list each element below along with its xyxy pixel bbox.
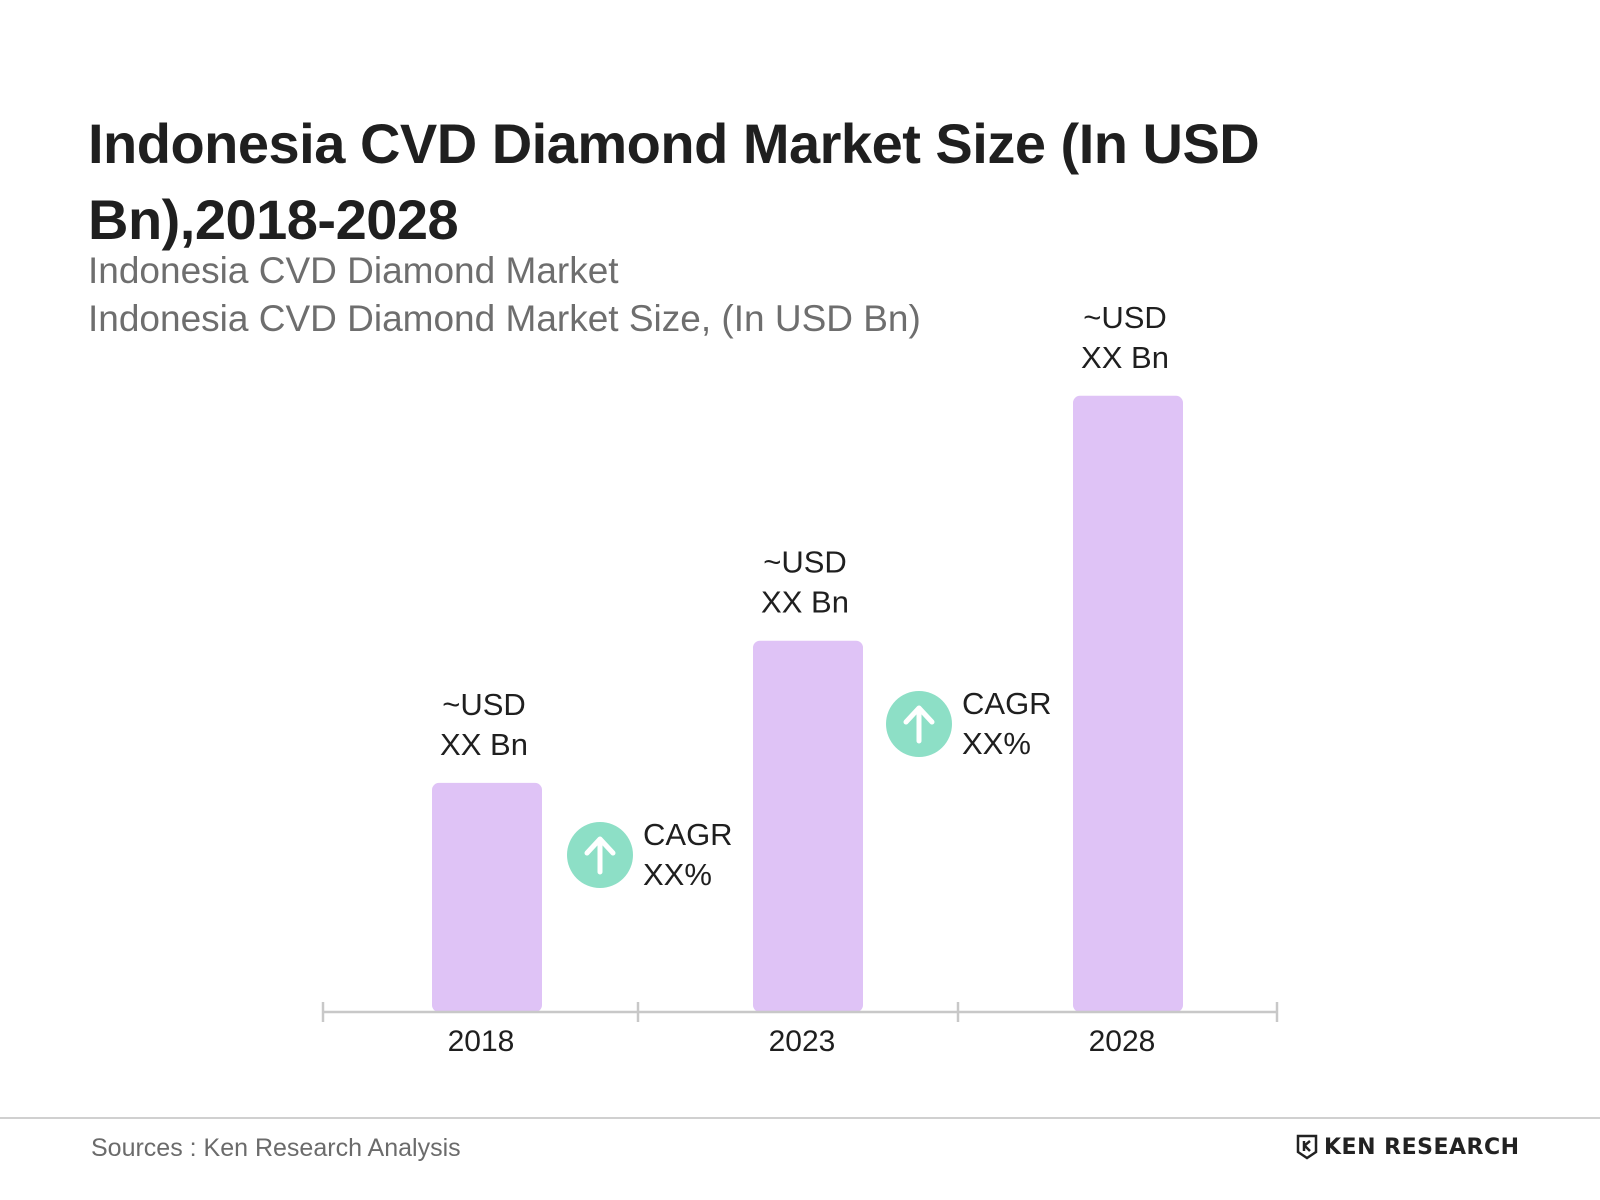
ken-research-logo: KEN RESEARCH — [1296, 1134, 1520, 1160]
arrow-up-icon — [584, 836, 616, 875]
x-tick-label: 2028 — [1089, 1025, 1156, 1058]
cagr-label: CAGR — [962, 686, 1052, 721]
bar-2018 — [432, 782, 542, 1012]
chart-title: Indonesia CVD Diamond Market Size (In US… — [88, 112, 1260, 251]
bar-2023 — [753, 640, 863, 1012]
logo-text: KEN RESEARCH — [1324, 1134, 1520, 1160]
bar-value-label: ~USD — [442, 687, 526, 722]
cagr-label: XX% — [962, 726, 1031, 761]
bar-value-label: ~USD — [763, 545, 847, 580]
x-tick-label: 2018 — [448, 1025, 515, 1058]
ken-research-logo-icon — [1296, 1134, 1318, 1160]
bar-2028 — [1073, 395, 1183, 1012]
cagr-label: CAGR — [643, 817, 733, 852]
arrow-up-icon — [903, 705, 935, 744]
cagr-label: XX% — [643, 857, 712, 892]
chart-subtitle: Indonesia CVD Diamond Market — [88, 250, 619, 291]
x-tick-label: 2023 — [769, 1025, 836, 1058]
bar-chart: ~USD XX Bn ~USD XX Bn ~USD XX Bn 2018 2023 2028 C… — [321, 300, 1279, 1058]
bar-value-label: XX Bn — [440, 727, 528, 762]
bar-value-label: XX Bn — [761, 585, 849, 620]
footer-divider — [0, 1117, 1600, 1119]
source-note: Sources : Ken Research Analysis — [91, 1134, 461, 1162]
chart-subtitle-units: Indonesia CVD Diamond Market Size, (In U… — [88, 298, 921, 339]
bar-value-label: XX Bn — [1081, 340, 1169, 375]
bar-value-label: ~USD — [1083, 300, 1167, 335]
